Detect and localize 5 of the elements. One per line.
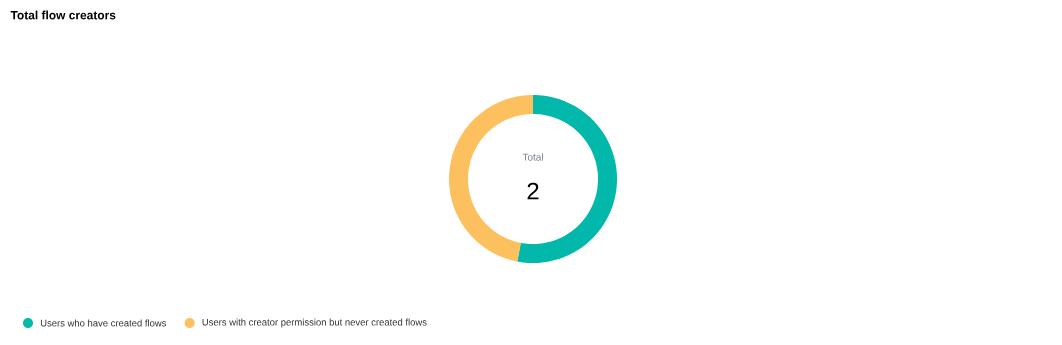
- chart-title: Total flow creators: [10, 10, 116, 20]
- text: 2: [527, 182, 539, 200]
- legend-label: Users who have created flows: [40, 319, 167, 327]
- legend-label: Users with creator permission but never created flows: [202, 318, 427, 328]
- text: Total: [522, 153, 543, 161]
